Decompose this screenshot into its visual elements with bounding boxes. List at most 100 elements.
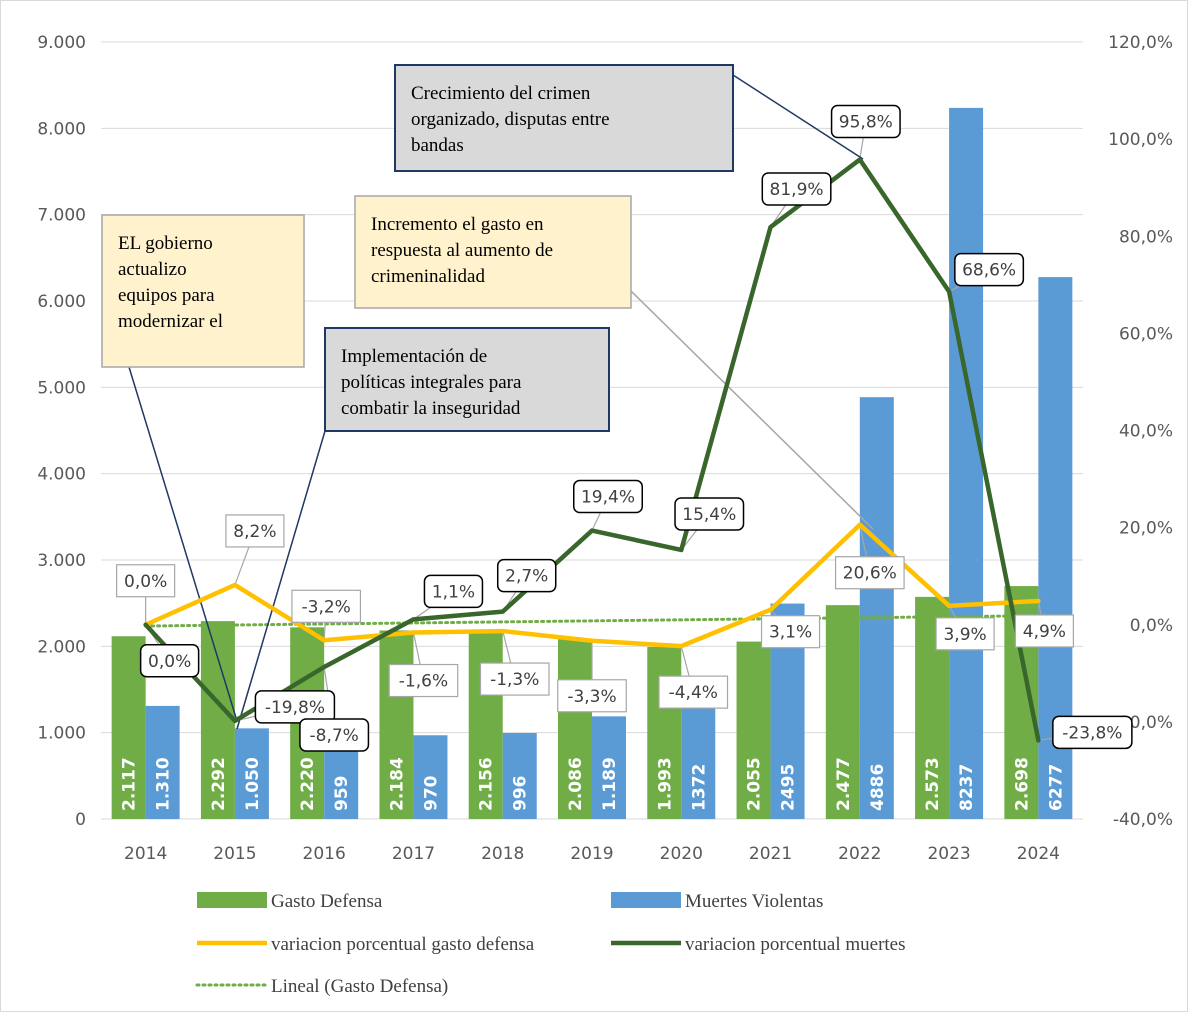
bar-muertes-violentas [234, 728, 269, 819]
y-axis-left: 0 1.000 2.000 3.000 4.000 5.000 6.000 7.000 8.00… [37, 33, 86, 830]
label-variacion-gasto: -1,6% [399, 672, 448, 692]
x-tick-label: 2023 [927, 844, 970, 864]
annotation-leader [630, 290, 874, 530]
bar-label-muertes: 1.310 [154, 757, 174, 811]
label-variacion-muertes-box [830, 104, 901, 139]
bar-label-gasto: 2.184 [387, 757, 407, 811]
legend-swatch [611, 892, 681, 908]
bar-muertes-violentas [859, 397, 894, 819]
bar-muertes-violentas [681, 700, 716, 819]
annotation-box [101, 214, 305, 368]
trendline-gasto-defensa [144, 614, 1040, 628]
y-left-tick-label: 2.000 [37, 637, 86, 657]
annotation-text: Incremento el gasto en [371, 214, 544, 235]
bar-muertes-violentas [502, 733, 537, 819]
label-variacion-gasto: 3,1% [769, 623, 812, 643]
x-tick-label: 2015 [213, 844, 256, 864]
x-tick-label: 2020 [660, 844, 703, 864]
label-variacion-muertes-box [496, 558, 557, 593]
label-variacion-muertes: 19,4% [581, 488, 635, 508]
label-variacion-muertes: 0,0% [148, 652, 191, 672]
y-right-tick-label: 60,0% [1119, 324, 1173, 344]
annotation-box [354, 195, 632, 309]
label-variacion-gasto: -4,4% [669, 683, 718, 703]
annotation-leader [732, 74, 864, 160]
x-tick-label: 2021 [749, 844, 792, 864]
annotation-text: respuesta al aumento de [371, 240, 553, 261]
label-variacion-gasto: 0,0% [124, 572, 167, 592]
label-variacion-muertes: -19,8% [265, 698, 325, 718]
annotation-text: Crecimiento del crimen [411, 83, 591, 104]
label-variacion-muertes-box [954, 252, 1025, 287]
label-variacion-muertes: -23,8% [1062, 723, 1122, 743]
bar-label-muertes: 8237 [957, 764, 977, 811]
x-axis: 2014 2015 2016 2017 2018 2019 2020 2021 2022 2023… [124, 844, 1060, 864]
label-variacion-gasto-box [658, 675, 729, 709]
y-right-tick-label: 100,0% [1108, 130, 1173, 150]
label-variacion-gasto-box [760, 615, 821, 649]
label-variacion-gasto: 3,9% [943, 625, 986, 645]
bar-label-gasto: 2.292 [209, 757, 229, 811]
y-axis-right: -40,0%-20,0%0,0%20,0%40,0%60,0%80,0%100,… [1108, 33, 1173, 830]
bar-label-gasto: 2.573 [923, 757, 943, 811]
label-variacion-gasto: 8,2% [233, 522, 276, 542]
label-variacion-gasto-box [225, 514, 285, 548]
x-tick-label: 2019 [570, 844, 613, 864]
bar-labels: 2.117 1.310 2.292 1.050 2.220 959 2.184 970 2.15… [120, 757, 1067, 811]
label-variacion-gasto-box [388, 663, 459, 698]
x-tick-label: 2014 [124, 844, 167, 864]
label-variacion-gasto-box [834, 556, 905, 590]
y-right-tick-label: -40,0% [1113, 810, 1173, 830]
label-variacion-gasto: 4,9% [1023, 622, 1066, 642]
label-variacion-muertes-box [254, 690, 336, 724]
annotation-text: equipos para [118, 285, 215, 306]
y-left-tick-label: 8.000 [37, 119, 86, 139]
annotation-text: EL gobierno [118, 233, 213, 254]
legend-label: Gasto Defensa [271, 891, 383, 912]
annotation-text: políticas integrales para [341, 372, 522, 393]
annotation-leader [236, 430, 326, 730]
bar-label-gasto: 2.117 [120, 757, 140, 811]
label-variacion-gasto: -3,3% [567, 687, 616, 707]
bar-gasto-defensa [558, 638, 592, 819]
bar-label-muertes: 1372 [689, 764, 709, 811]
y-left-tick-label: 7.000 [37, 206, 86, 226]
bar-muertes-violentas [949, 107, 984, 820]
label-variacion-gasto: -3,2% [302, 597, 351, 617]
y-right-tick-label: 20,0% [1119, 519, 1173, 539]
y-left-tick-label: 9.000 [37, 33, 86, 53]
label-variacion-gasto-box [291, 589, 362, 623]
bar-label-muertes: 970 [421, 775, 441, 811]
label-variacion-muertes-box [674, 497, 745, 531]
label-variacion-gasto: -1,3% [490, 670, 539, 690]
label-variacion-gasto-box [1014, 614, 1074, 648]
y-right-tick-label: 120,0% [1108, 33, 1173, 53]
bar-gasto-defensa [736, 641, 771, 819]
annotation-text: Implementación de [341, 346, 487, 367]
line-labels: 0,0% 8,2% -3,2% -1,6% -1,3% -3,3% -4,4% 3,1% 20,… [116, 104, 1133, 752]
line-variacion-muertes [143, 157, 1041, 743]
bar-label-muertes: 4886 [868, 764, 888, 811]
annotation-text: actualizo [118, 259, 187, 280]
y-right-tick-label: 0,0% [1130, 616, 1173, 636]
bar-label-gasto: 2.698 [1012, 757, 1032, 811]
y-left-tick-label: 1.000 [37, 724, 86, 744]
bar-label-gasto: 2.220 [298, 757, 318, 811]
x-tick-label: 2024 [1017, 844, 1060, 864]
bar-muertes-violentas [413, 735, 448, 819]
annotation-text: modernizar el [118, 311, 223, 332]
label-variacion-muertes-box [573, 479, 643, 514]
legend-label: Muertes Violentas [685, 891, 823, 912]
bar-label-gasto: 2.086 [566, 757, 586, 811]
label-variacion-muertes: 1,1% [432, 582, 475, 602]
legend-swatch [197, 892, 267, 908]
annotation-text: combatir la inseguridad [341, 398, 521, 419]
x-tick-label: 2018 [481, 844, 524, 864]
x-tick-label: 2022 [838, 844, 881, 864]
label-variacion-muertes-box [1052, 715, 1133, 750]
bar-label-muertes: 996 [511, 776, 531, 812]
bar-gasto-defensa [379, 630, 414, 819]
annotations: EL gobierno actualizo equipos para moderniz… [101, 64, 734, 432]
